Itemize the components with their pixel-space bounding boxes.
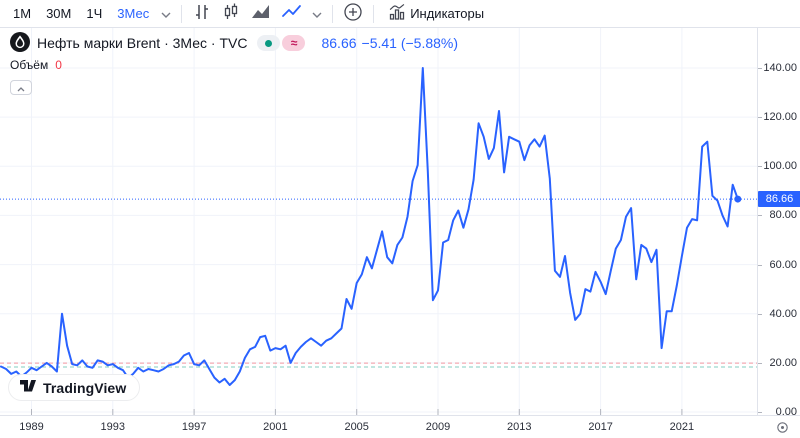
time-tick-label: 2005 [344,421,369,433]
interval-button-1h[interactable]: 1Ч [79,2,109,26]
time-tick-label: 2009 [425,421,451,433]
toolbar-separator [373,4,375,23]
last-price-badge: 86.66 [758,191,800,208]
top-toolbar: 1М 30М 1Ч 3Мес [0,0,800,28]
price-change: −5.41 (−5.88%) [361,35,459,51]
price-tick [758,215,762,217]
oil-brent-logo-icon [10,31,30,55]
toolbar-separator [181,4,183,23]
chart-type-area-button[interactable] [246,2,276,26]
candles-chart-icon [221,2,241,25]
quote: 86.66 −5.41 (−5.88%) [321,35,458,51]
price-tick [758,313,762,315]
chart-legend: Нефть марки Brent · 3Мес · TVC ≈ 86.66 −… [10,31,458,95]
plus-circle-icon [343,2,363,25]
price-tick [758,117,762,119]
time-tick-label: 2021 [669,421,695,433]
chevron-down-icon [312,6,322,21]
watermark-text: TradingView [43,379,127,396]
time-tick-label: 1993 [100,421,126,433]
symbol-row[interactable]: Нефть марки Brent · 3Мес · TVC ≈ 86.66 −… [10,31,458,55]
chart-type-bars-button[interactable] [188,2,216,26]
delayed-data-pill[interactable]: ≈ [282,35,306,51]
market-open-dot-icon [265,39,273,47]
price-tick-label: 100.00 [763,160,797,173]
tradingview-logo-icon [19,379,37,397]
interval-label: 1Ч [86,6,103,21]
interval-label: 30М [46,6,72,21]
last-price-dot [734,195,742,203]
time-scale[interactable]: 1989 1993 1997 2001 2005 2009 2013 2017 2021 [0,415,800,438]
price-tick-label: 60.00 [769,258,797,271]
market-status-pill[interactable] [257,35,281,51]
time-tick-label: 1997 [181,421,207,433]
line-chart-icon [281,2,303,25]
chevron-down-icon [161,6,171,21]
price-tick [758,68,762,69]
interval-button-30m[interactable]: 30М [39,2,78,26]
price-tick-label: 0.00 [775,406,797,418]
symbol-status-pills: ≈ [257,35,306,51]
indicators-icon [387,2,407,25]
last-price: 86.66 [321,35,357,51]
time-tick-label: 2017 [588,421,613,433]
time-tick-label: 2001 [263,421,288,433]
volume-label: Объём [10,58,49,72]
compare-add-symbol-button[interactable] [339,2,367,26]
volume-row[interactable]: Объём 0 [10,58,62,72]
price-tick-label: 40.00 [769,307,797,320]
price-tick [758,362,762,364]
area-chart-icon [250,2,272,25]
tradingview-watermark-link[interactable]: TradingView [8,374,141,401]
chevron-up-icon [17,80,25,95]
chart-type-candles-button[interactable] [217,2,245,26]
bars-chart-icon [192,2,212,25]
price-tick-label: 80.00 [769,209,797,222]
chart-type-line-button-active[interactable] [277,2,307,26]
price-scale[interactable]: 86.66 0.00 20.00 40.00 60.00 80.00 100.00 120.… [757,28,800,418]
indicators-label: Индикаторы [410,6,485,21]
legend-collapse-button[interactable] [10,80,32,95]
chart-types-dropdown-button[interactable] [308,2,326,26]
scale-settings-gear-icon[interactable] [776,421,789,437]
price-tick [758,412,762,413]
volume-value: 0 [55,58,62,72]
interval-label: 1М [13,6,32,21]
approx-icon: ≈ [290,36,298,50]
price-tick-label: 20.00 [769,356,797,369]
price-line-series [0,67,739,386]
time-tick-label: 2013 [507,421,532,433]
price-tick-label: 120.00 [763,111,797,124]
price-tick [758,264,762,266]
price-tick [758,166,762,168]
interval-label: 3Мес [117,6,150,21]
indicators-button[interactable]: Индикаторы [380,2,491,26]
toolbar-separator [332,4,334,23]
intervals-dropdown-button[interactable] [157,2,175,26]
interval-button-3mo-active[interactable]: 3Мес [110,2,156,26]
symbol-title: Нефть марки Brent · 3Мес · TVC [37,35,248,51]
time-tick-label: 1989 [19,421,44,433]
price-tick-label: 140.00 [763,62,797,74]
interval-button-1m[interactable]: 1М [6,2,38,26]
